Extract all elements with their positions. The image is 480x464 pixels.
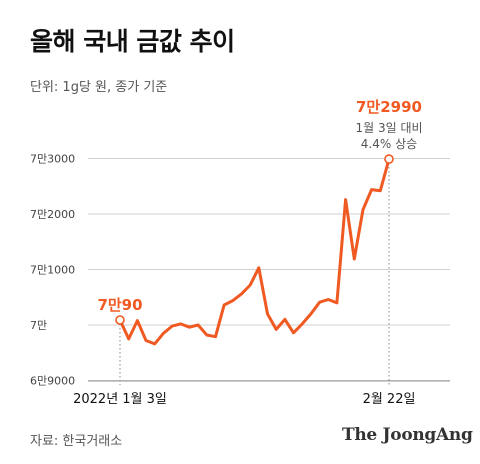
end-point-marker xyxy=(384,154,394,164)
annotation-labels: 7만90 7만2990 1월 3일 대비 4.4% 상승 xyxy=(97,98,422,314)
end-note-line2: 4.4% 상승 xyxy=(361,137,417,151)
guide-lines xyxy=(119,163,390,385)
unit-note: 단위: 1g당 원, 종가 기준 xyxy=(30,80,168,95)
y-tick-label: 6만9000 xyxy=(30,375,75,388)
price-line xyxy=(118,157,391,346)
grid-lines xyxy=(88,158,450,382)
brand-logo-text: The JoongAng xyxy=(342,425,473,445)
x-tick-label: 2022년 1월 3일 xyxy=(73,392,167,407)
y-axis-ticks: 7만3000 7만2000 7만1000 7만 6만9000 xyxy=(30,153,75,388)
start-value-label: 7만90 xyxy=(97,296,142,314)
y-tick-label: 7만2000 xyxy=(30,208,75,221)
start-point-marker xyxy=(115,315,125,325)
end-value-label: 7만2990 xyxy=(356,98,422,116)
y-tick-label: 7만1000 xyxy=(30,264,75,277)
y-tick-label: 7만 xyxy=(30,319,47,332)
source-note: 자료: 한국거래소 xyxy=(30,434,123,449)
x-tick-label: 2월 22일 xyxy=(363,392,416,407)
y-tick-label: 7만3000 xyxy=(30,153,75,166)
x-axis-ticks: 2022년 1월 3일 2월 22일 xyxy=(73,392,415,407)
end-note-line1: 1월 3일 대비 xyxy=(355,121,422,135)
chart-title: 올해 국내 금값 추이 xyxy=(30,27,235,56)
